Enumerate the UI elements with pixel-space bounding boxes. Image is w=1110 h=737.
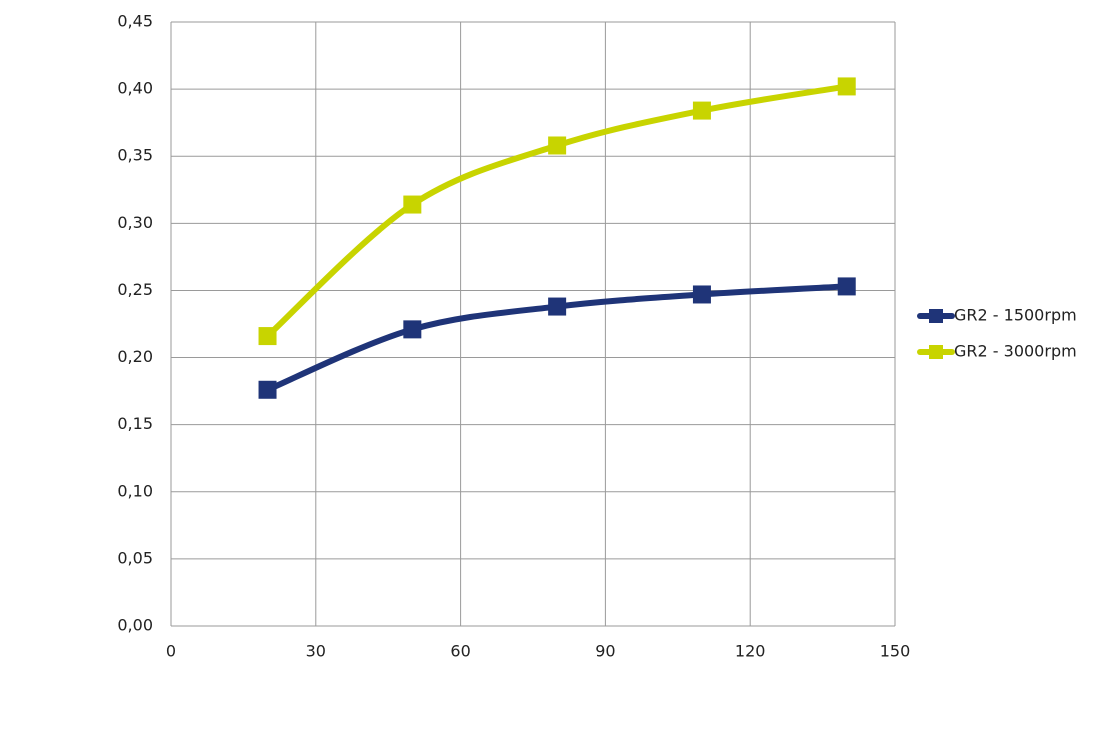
y-tick-label: 0,25 [117, 280, 153, 299]
y-tick-label: 0,15 [117, 414, 153, 433]
y-tick-label: 0,30 [117, 213, 153, 232]
marker [258, 380, 277, 399]
legend-marker [929, 345, 943, 359]
y-tick-label: 0,20 [117, 347, 153, 366]
legend-label: GR2 - 3000rpm [954, 342, 1077, 361]
y-tick-label: 0,40 [117, 79, 153, 98]
legend-label: GR2 - 1500rpm [954, 306, 1077, 325]
x-tick-label: 60 [450, 642, 470, 661]
x-tick-label: 120 [735, 642, 766, 661]
x-tick-label: 90 [595, 642, 615, 661]
marker [837, 77, 856, 96]
marker [548, 136, 567, 155]
y-tick-label: 0,05 [117, 548, 153, 567]
x-tick-label: 0 [166, 642, 176, 661]
marker [403, 320, 422, 339]
y-tick-label: 0,35 [117, 146, 153, 165]
marker [692, 285, 711, 304]
y-tick-label: 0,10 [117, 481, 153, 500]
marker [548, 297, 567, 316]
y-tick-label: 0,45 [117, 12, 153, 31]
marker [692, 101, 711, 120]
marker [258, 327, 277, 346]
legend-marker [929, 309, 943, 323]
y-tick-label: 0,00 [117, 616, 153, 635]
marker [403, 195, 422, 214]
x-tick-label: 30 [306, 642, 326, 661]
marker [837, 277, 856, 296]
x-tick-label: 150 [880, 642, 911, 661]
